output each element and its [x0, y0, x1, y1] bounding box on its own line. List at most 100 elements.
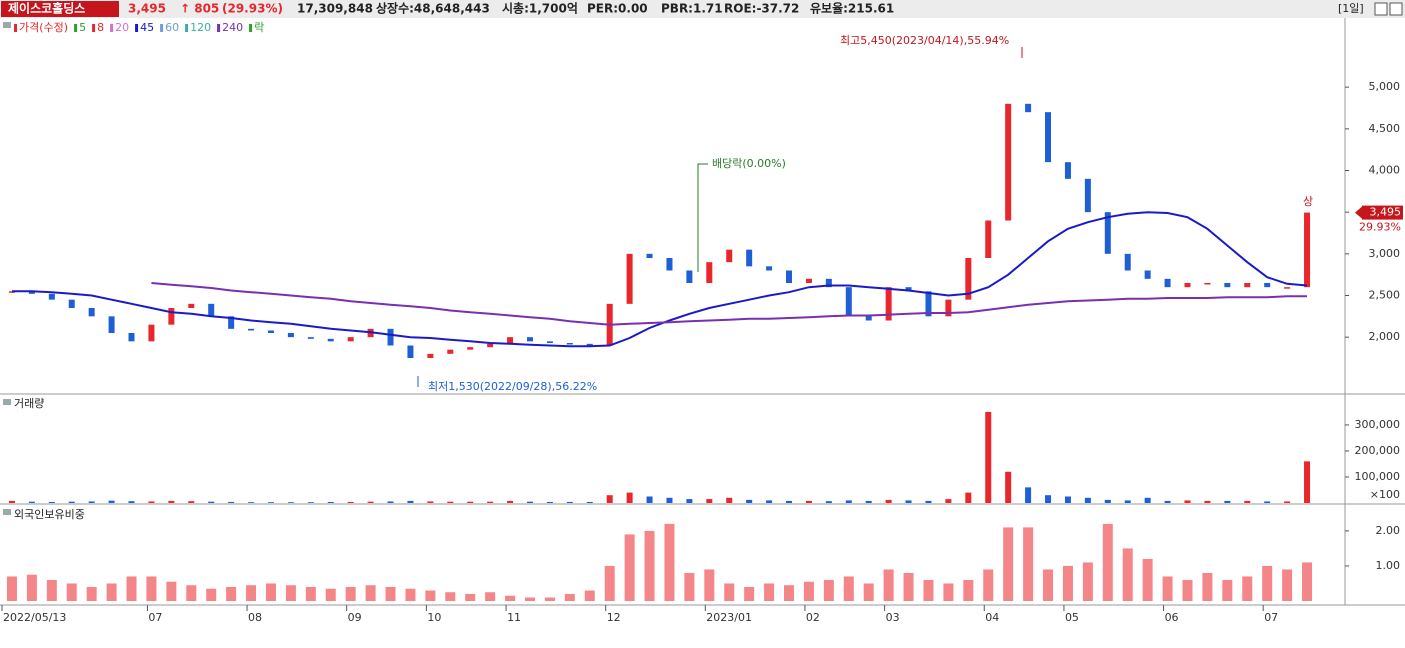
panel-icon[interactable]: [3, 509, 11, 515]
candle: [1224, 283, 1231, 288]
bar: [1164, 500, 1171, 503]
bar: [208, 501, 215, 503]
bar: [564, 593, 575, 601]
candle: [546, 341, 553, 343]
change: ↑ 805: [180, 2, 219, 16]
last-rate: 29.93%: [1359, 221, 1401, 234]
bar: [305, 586, 316, 601]
candle: [307, 337, 314, 339]
x-tick-label: 07: [148, 611, 162, 624]
bar: [524, 597, 535, 601]
candle: [626, 253, 633, 304]
bar: [108, 500, 115, 503]
annotation: 상: [1303, 195, 1313, 208]
panel-icon[interactable]: [3, 22, 11, 28]
bar: [1062, 565, 1073, 601]
annotation: 최저1,530(2022/09/28),56.22%: [428, 380, 597, 393]
unit-label: ×100: [1370, 488, 1400, 501]
bar: [467, 501, 474, 503]
last-price: 3,495: [1370, 206, 1402, 219]
candle: [566, 343, 573, 345]
legend-swatch: [249, 24, 253, 32]
bar: [965, 492, 972, 503]
period[interactable]: [1일]: [1338, 1, 1364, 15]
legend-label: 가격(수정): [19, 21, 68, 34]
panel-icon[interactable]: [3, 399, 11, 405]
bar: [86, 586, 97, 601]
bar: [1264, 501, 1271, 503]
x-tick-label: 10: [427, 611, 441, 624]
stock-name[interactable]: 제이스코홀딩스: [8, 1, 85, 16]
bar: [445, 592, 456, 601]
bar: [606, 495, 613, 503]
bar: [385, 586, 396, 601]
x-tick-label: 05: [1065, 611, 1079, 624]
bar: [1204, 500, 1211, 503]
bar: [347, 501, 354, 503]
bar: [624, 534, 635, 601]
bar: [526, 501, 533, 503]
candle: [48, 293, 55, 300]
bar: [1242, 576, 1253, 601]
candle: [88, 308, 95, 317]
candle: [128, 333, 135, 342]
bar: [945, 499, 952, 503]
bar: [28, 501, 35, 503]
bar: [226, 586, 237, 601]
bar: [825, 501, 832, 503]
x-tick-label: 11: [507, 611, 521, 624]
bar: [706, 499, 713, 503]
bar: [1304, 461, 1311, 503]
candle: [188, 303, 195, 308]
bar: [865, 500, 872, 503]
bar: [1025, 487, 1032, 503]
bar: [6, 576, 17, 601]
candle: [1104, 212, 1111, 254]
candle: [1204, 283, 1211, 285]
candle: [805, 278, 812, 283]
legend-label: 45: [140, 21, 154, 34]
bar: [1102, 523, 1113, 601]
panel-title: 거래량: [14, 397, 44, 410]
last-price-pointer: [1355, 206, 1362, 219]
candle: [586, 343, 593, 346]
ma-line: [12, 211, 1308, 348]
restore-button[interactable]: [1374, 2, 1388, 16]
bar: [166, 581, 177, 601]
bar: [1284, 501, 1291, 503]
bar: [843, 576, 854, 601]
ma-line: [151, 282, 1307, 326]
legend-swatch: [185, 24, 189, 32]
close-button[interactable]: [1389, 2, 1403, 16]
candle: [646, 253, 653, 258]
bar: [626, 492, 633, 503]
header-bar: [0, 0, 1405, 18]
legend-label: 240: [222, 21, 243, 34]
bar: [1202, 572, 1213, 601]
stock-name-box[interactable]: [1, 1, 119, 17]
bar: [885, 499, 892, 503]
bar: [46, 579, 57, 601]
bar: [1182, 579, 1193, 601]
candle: [865, 316, 872, 321]
candle: [1064, 162, 1071, 179]
bar: [407, 500, 414, 503]
bar: [146, 576, 157, 601]
volume: 17,309,848: [297, 2, 373, 16]
x-tick-label: 12: [607, 611, 621, 624]
bar: [387, 501, 394, 503]
bar: [1144, 497, 1151, 503]
x-tick-label: 08: [248, 611, 262, 624]
candle: [845, 287, 852, 317]
y-tick-label: 4,500: [1369, 122, 1401, 135]
candle: [1045, 112, 1052, 163]
bar: [285, 585, 296, 601]
bar: [963, 579, 974, 601]
candle: [228, 316, 235, 329]
listed-shares: 상장수:48,648,443: [376, 1, 490, 16]
y-tick-label: 1.00: [1376, 559, 1401, 572]
candle: [208, 303, 215, 317]
x-tick-label: 06: [1165, 611, 1179, 624]
candle: [985, 220, 992, 258]
